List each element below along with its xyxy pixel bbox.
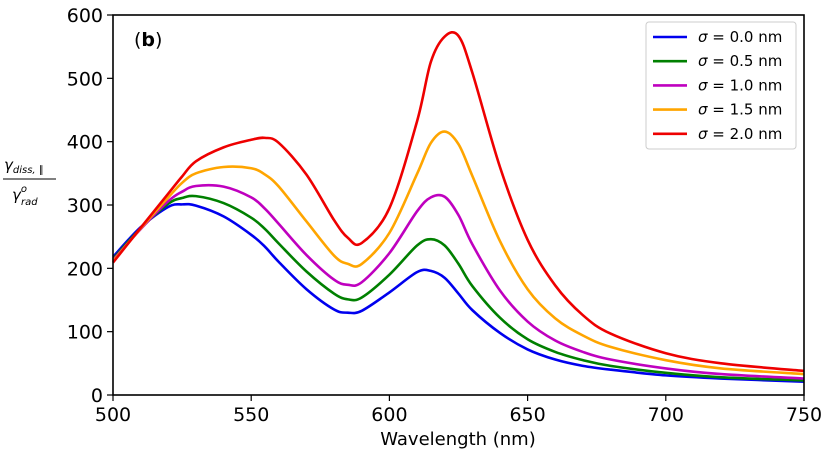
legend-label-3: σ = 1.5 nm [698, 101, 782, 119]
series-line-0 [112, 202, 805, 383]
y-tick-label: 500 [67, 68, 103, 90]
legend-label-0: σ = 0.0 nm [698, 28, 782, 46]
legend-label-1: σ = 0.5 nm [698, 52, 782, 70]
series-layer [111, 31, 805, 383]
x-tick-label: 550 [233, 404, 269, 426]
y-tick-label: 0 [91, 385, 103, 407]
y-tick-label: 600 [67, 5, 103, 27]
y-tick-label: 100 [67, 322, 103, 344]
y-axis-denominator: γo rad [12, 184, 38, 208]
x-axis-title: Wavelength (nm) [380, 429, 536, 450]
legend: σ = 0.0 nm σ = 0.5 nm σ = 1.0 nm σ = 1.5 nm… [645, 21, 797, 150]
y-tick-label: 400 [67, 132, 103, 154]
legend-box [645, 21, 797, 150]
x-tick-label: 650 [509, 404, 545, 426]
x-tick-label: 700 [648, 404, 684, 426]
legend-label-2: σ = 1.0 nm [698, 76, 782, 94]
legend-label-4: σ = 2.0 nm [698, 125, 782, 143]
series-line-1 [112, 194, 805, 382]
y-axis-title: γdiss, ∥ γo rad [3, 156, 56, 208]
y-tick-label: 200 [67, 258, 103, 280]
y-axis-numerator: γdiss, ∥ [4, 156, 44, 176]
axis-ticks: 500 550 600 650 700 750 0 100 200 300 400 500 600 [67, 5, 822, 426]
series-line-3 [112, 130, 805, 376]
y-tick-label: 300 [67, 195, 103, 217]
x-tick-label: 600 [371, 404, 407, 426]
series-line-2 [112, 183, 805, 380]
x-tick-label: 750 [786, 404, 822, 426]
panel-label: (b) [134, 29, 162, 51]
x-tick-label: 500 [95, 404, 131, 426]
series-line-4 [111, 31, 805, 373]
